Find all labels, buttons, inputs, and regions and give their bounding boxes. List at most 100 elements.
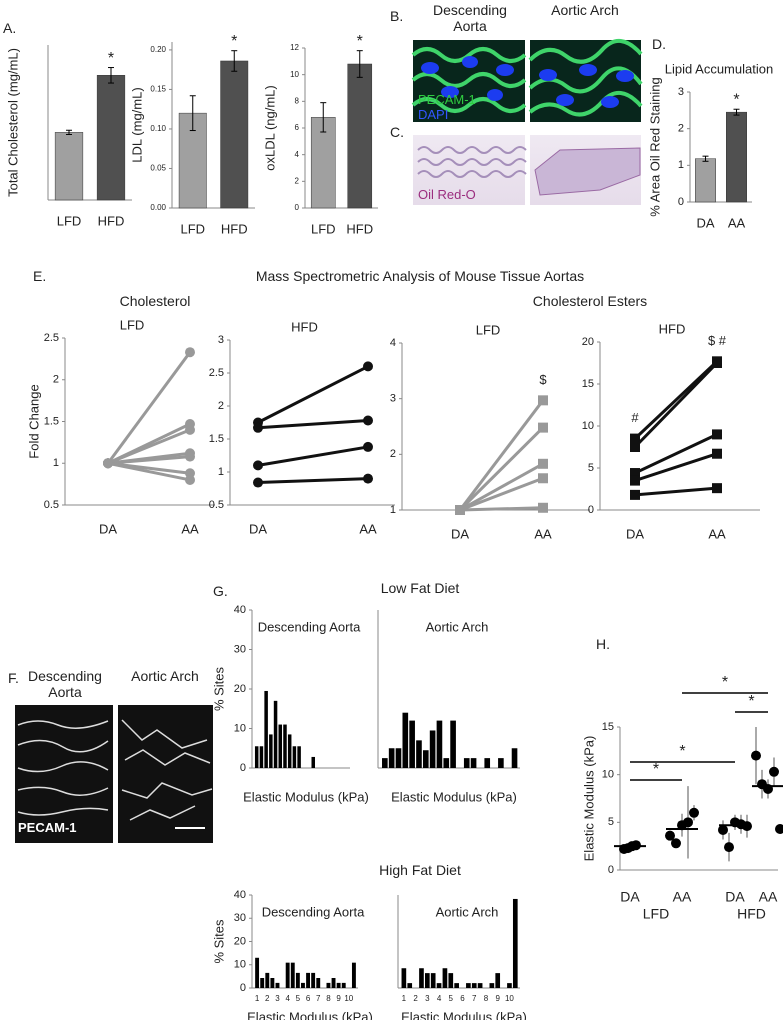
annotation: $ bbox=[539, 372, 547, 387]
hist-bar bbox=[498, 758, 504, 768]
y-tick-label: 4 bbox=[295, 150, 300, 159]
hist-bar bbox=[424, 973, 430, 988]
y-tick-label: 4 bbox=[390, 337, 396, 349]
x-tick-label: AA bbox=[759, 889, 778, 905]
hist-bar bbox=[416, 740, 422, 768]
point bbox=[630, 433, 640, 444]
y-tick-label: 2 bbox=[678, 123, 684, 135]
group-title: Cholesterol bbox=[119, 293, 191, 309]
point bbox=[363, 441, 373, 452]
point bbox=[751, 750, 761, 761]
x-tick-label: DA bbox=[620, 889, 640, 905]
x-tick-label: 10 bbox=[505, 994, 514, 1003]
series-line bbox=[633, 360, 719, 440]
y-tick-label: 15 bbox=[602, 721, 614, 733]
panel-letter: H. bbox=[596, 636, 610, 652]
point bbox=[185, 347, 195, 358]
series-line bbox=[107, 461, 191, 482]
hist-bar bbox=[463, 758, 470, 768]
point bbox=[665, 830, 675, 841]
bar bbox=[726, 111, 747, 203]
significance: * bbox=[108, 50, 114, 67]
chart-title: Descending Aorta bbox=[262, 904, 365, 919]
bar bbox=[96, 75, 126, 201]
annotation: $ # bbox=[708, 333, 727, 348]
bar bbox=[220, 60, 249, 209]
y-tick-label: 20 bbox=[582, 336, 594, 348]
point bbox=[630, 442, 640, 452]
hist-bar bbox=[297, 746, 301, 768]
hist-bar bbox=[484, 758, 491, 768]
y-tick-label: 2 bbox=[390, 448, 396, 460]
micrograph-pecam-da bbox=[411, 40, 527, 122]
point bbox=[538, 473, 548, 484]
y-tick-label: 0 bbox=[240, 982, 246, 994]
y-tick-label: 0.5 bbox=[44, 499, 59, 511]
x-tick-label: DA bbox=[249, 521, 267, 536]
series-line bbox=[634, 452, 718, 483]
hist-bar bbox=[264, 690, 268, 768]
series-line bbox=[459, 506, 544, 512]
column-label: Aortic Arch bbox=[131, 668, 199, 684]
x-tick-label: LFD bbox=[180, 221, 205, 236]
chart-title: HFD bbox=[659, 321, 686, 336]
hist-bar bbox=[269, 734, 273, 768]
y-tick-label: 0 bbox=[678, 196, 684, 208]
hist-bar bbox=[454, 983, 459, 988]
point bbox=[185, 424, 195, 435]
hist-bar bbox=[311, 972, 316, 988]
point bbox=[538, 502, 548, 513]
y-tick-label: 5 bbox=[588, 462, 594, 474]
point bbox=[712, 429, 722, 440]
y-tick-label: 10 bbox=[582, 420, 594, 432]
series-line bbox=[459, 462, 544, 512]
micrograph-pecam-aa bbox=[528, 39, 643, 122]
y-tick-label: 20 bbox=[234, 935, 246, 947]
y-tick-label: 2 bbox=[53, 374, 59, 386]
annotation: # bbox=[631, 410, 639, 425]
hist-bar bbox=[301, 982, 305, 988]
hist-bar bbox=[450, 720, 456, 768]
series-line bbox=[634, 433, 718, 475]
x-tick-label: HFD bbox=[98, 213, 125, 228]
y-tick-label: 0 bbox=[295, 203, 300, 212]
y-tick-label: 2 bbox=[218, 400, 224, 412]
hist-bar bbox=[351, 962, 356, 988]
significance: * bbox=[722, 674, 728, 691]
series-line bbox=[458, 426, 545, 512]
significance: * bbox=[653, 761, 659, 778]
series-line bbox=[459, 476, 544, 512]
bar bbox=[54, 132, 84, 201]
y-tick-label: 3 bbox=[218, 334, 224, 346]
series-line bbox=[107, 455, 191, 465]
series-line bbox=[106, 351, 192, 465]
x-tick-label: DA bbox=[725, 889, 745, 905]
y-axis-label: % Sites bbox=[211, 919, 226, 964]
hist-bar bbox=[436, 983, 442, 988]
y-axis-label: Total Cholesterol (mg/mL) bbox=[5, 48, 20, 197]
hist-bar bbox=[409, 720, 415, 768]
point bbox=[630, 489, 640, 500]
chart-title: Aortic Arch bbox=[426, 619, 489, 634]
y-tick-label: 0.5 bbox=[209, 499, 224, 511]
bar bbox=[695, 158, 716, 203]
x-tick-label: LFD bbox=[311, 221, 336, 236]
point bbox=[712, 358, 722, 368]
x-tick-label: AA bbox=[708, 526, 726, 541]
y-tick-label: 12 bbox=[290, 43, 299, 52]
hist-bar bbox=[326, 982, 331, 988]
significance: * bbox=[679, 743, 685, 760]
hist-bar bbox=[489, 983, 495, 988]
y-tick-label: 15 bbox=[582, 378, 594, 390]
x-tick-label: 10 bbox=[344, 994, 353, 1003]
hist-bar bbox=[430, 973, 436, 988]
x-tick-label: 1 bbox=[255, 994, 260, 1003]
series-line bbox=[257, 477, 369, 485]
x-tick-label: 8 bbox=[326, 994, 331, 1003]
group-label: LFD bbox=[643, 906, 669, 922]
hist-bar bbox=[407, 983, 413, 988]
y-tick-label: 1.5 bbox=[44, 415, 59, 427]
x-tick-label: DA bbox=[626, 526, 644, 541]
y-tick-label: 8 bbox=[295, 96, 300, 105]
